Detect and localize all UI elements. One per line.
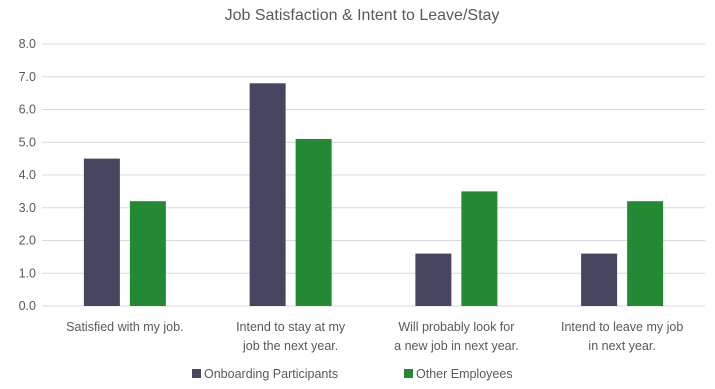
- legend-swatch: [192, 369, 201, 378]
- y-tick-label: 4.0: [19, 168, 36, 182]
- bar-other-0: [129, 201, 166, 306]
- legend-label: Other Employees: [416, 367, 513, 381]
- y-tick-label: 6.0: [19, 103, 36, 117]
- bar-other-3: [627, 201, 664, 306]
- bars: [83, 83, 664, 306]
- x-category-label: Will probably look for a new job in next …: [394, 320, 518, 353]
- y-tick-label: 1.0: [19, 266, 36, 280]
- legend: Onboarding Participants Other Employees: [192, 367, 513, 381]
- legend-label: Onboarding Participants: [204, 367, 338, 381]
- bar-onboarding-3: [581, 253, 618, 306]
- y-tick-label: 3.0: [19, 201, 36, 215]
- y-tick-label: 0.0: [19, 299, 36, 313]
- bar-other-1: [295, 138, 332, 306]
- y-tick-label: 5.0: [19, 135, 36, 149]
- y-tick-label: 8.0: [19, 37, 36, 51]
- y-tick-label: 7.0: [19, 70, 36, 84]
- legend-swatch: [404, 369, 413, 378]
- bar-other-2: [461, 191, 498, 306]
- bar-onboarding-2: [415, 253, 452, 306]
- chart-title: Job Satisfaction & Intent to Leave/Stay: [225, 7, 500, 24]
- y-axis: 0.0 1.0 2.0 3.0 4.0 5.0 6.0 7.0 8.0: [19, 37, 36, 313]
- bar-onboarding-1: [249, 83, 286, 306]
- x-axis: Satisfied with my job. Intend to stay at …: [66, 320, 683, 353]
- bar-onboarding-0: [83, 158, 120, 306]
- x-category-label: Satisfied with my job.: [66, 320, 183, 334]
- x-category-label: Intend to stay at my job the next year.: [236, 320, 346, 353]
- legend-item-1: Other Employees: [404, 367, 513, 381]
- y-tick-label: 2.0: [19, 234, 36, 248]
- x-category-label: Intend to leave my job in next year.: [561, 320, 683, 353]
- legend-item-0: Onboarding Participants: [192, 367, 338, 381]
